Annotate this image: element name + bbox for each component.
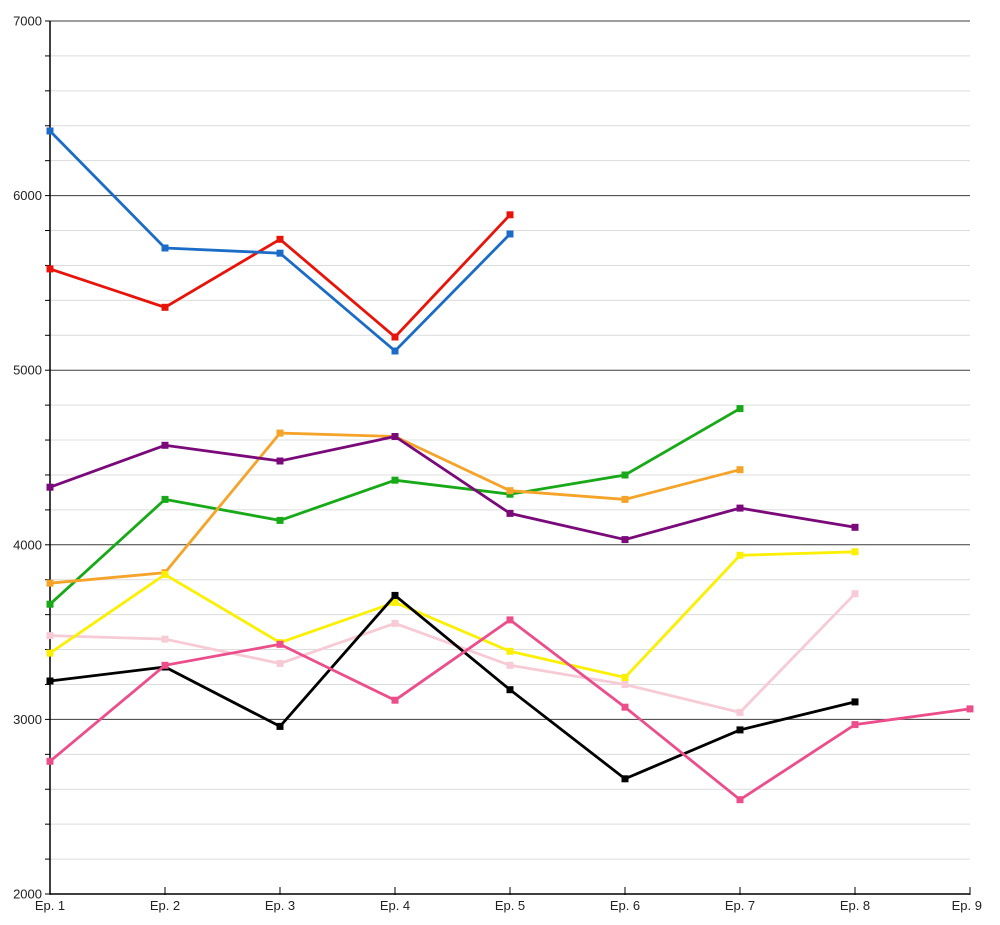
- x-axis-tick-label: Ep. 5: [495, 898, 525, 913]
- light-pink-marker: [736, 708, 744, 716]
- axes: [45, 20, 971, 895]
- purple-marker: [391, 433, 399, 440]
- red-marker: [161, 303, 169, 311]
- pink-marker: [966, 705, 974, 713]
- light-pink-marker: [391, 619, 399, 627]
- black-line: [49, 593, 856, 781]
- red-line: [49, 213, 512, 339]
- yellow-marker: [621, 674, 629, 681]
- minor-gridlines: [50, 55, 970, 860]
- y-axis-tick-label: 3000: [13, 712, 42, 727]
- y-axis-tick-label: 2000: [13, 887, 42, 902]
- black-marker: [506, 686, 514, 694]
- series-black: [46, 591, 859, 783]
- purple-marker: [736, 504, 744, 512]
- orange-marker: [276, 429, 284, 437]
- green-marker: [736, 405, 744, 413]
- black-marker: [851, 698, 859, 706]
- yellow-marker: [851, 548, 859, 556]
- pink-marker: [46, 757, 54, 765]
- light-pink-marker: [276, 660, 284, 667]
- yellow-marker: [736, 551, 744, 559]
- light-pink-line: [49, 592, 857, 714]
- green-marker: [391, 476, 399, 484]
- pink-marker: [391, 696, 399, 704]
- blue-marker: [391, 347, 399, 355]
- light-pink-marker: [851, 590, 859, 598]
- yellow-marker: [46, 649, 54, 657]
- yellow-line: [49, 550, 856, 680]
- red-marker: [506, 211, 514, 219]
- purple-marker: [851, 523, 859, 531]
- blue-marker: [161, 244, 169, 252]
- series-blue: [46, 127, 514, 355]
- light-pink-marker: [506, 661, 514, 669]
- pink-marker: [851, 721, 859, 729]
- pink-marker: [736, 796, 744, 804]
- green-marker: [621, 471, 629, 479]
- red-marker: [276, 235, 284, 243]
- pink-line: [49, 618, 971, 802]
- series-purple: [46, 433, 859, 544]
- x-axis-tick-label: Ep. 6: [610, 898, 640, 913]
- purple-marker: [276, 457, 284, 465]
- x-axis-tick-label: Ep. 1: [35, 898, 65, 913]
- x-axis-labels: Ep. 1 Ep. 2 Ep. 3 Ep. 4 Ep. 5 Ep. 6 Ep. 7 Ep. 8…: [35, 898, 982, 913]
- purple-marker: [506, 509, 514, 517]
- orange-marker: [621, 495, 629, 503]
- black-marker: [46, 677, 54, 685]
- major-gridlines: [50, 20, 970, 895]
- purple-marker: [621, 536, 629, 544]
- y-axis-tick-label: 4000: [13, 537, 42, 552]
- x-axis-tick-label: Ep. 7: [725, 898, 755, 913]
- black-marker: [621, 775, 629, 783]
- x-axis-tick-label: Ep. 8: [840, 898, 870, 913]
- orange-marker: [736, 466, 744, 474]
- purple-marker: [161, 441, 169, 449]
- pink-marker: [506, 616, 514, 624]
- yellow-marker: [161, 571, 169, 578]
- green-marker: [161, 495, 169, 503]
- x-axis-tick-label: Ep. 2: [150, 898, 180, 913]
- black-marker: [391, 591, 399, 599]
- purple-line: [49, 435, 856, 542]
- red-marker: [391, 333, 399, 341]
- x-axis-tick-label: Ep. 9: [952, 898, 982, 913]
- y-axis-tick-label: 7000: [13, 14, 42, 29]
- black-marker: [276, 722, 284, 730]
- pink-marker: [276, 640, 284, 648]
- blue-marker: [46, 127, 54, 135]
- pink-marker: [161, 661, 169, 669]
- black-marker: [736, 726, 744, 734]
- light-pink-marker: [621, 681, 629, 688]
- y-axis-labels: 2000 3000 4000 5000 6000 7000: [13, 14, 42, 902]
- blue-marker: [276, 249, 284, 257]
- x-axis-tick-label: Ep. 4: [380, 898, 410, 913]
- green-marker: [276, 516, 284, 524]
- series-red: [46, 211, 514, 341]
- series-light-pink: [46, 590, 859, 716]
- series-orange: [46, 429, 744, 587]
- purple-marker: [46, 483, 54, 491]
- y-axis-tick-label: 5000: [13, 363, 42, 378]
- blue-marker: [506, 230, 514, 238]
- y-axis-tick-label: 6000: [13, 188, 42, 203]
- red-marker: [46, 265, 54, 273]
- yellow-marker: [391, 598, 399, 606]
- series-pink: [46, 616, 974, 804]
- light-pink-marker: [46, 632, 54, 640]
- light-pink-marker: [161, 635, 169, 643]
- x-axis-tick-label: Ep. 3: [265, 898, 295, 913]
- pink-marker: [621, 703, 629, 711]
- orange-marker: [46, 579, 54, 587]
- orange-marker: [506, 487, 514, 495]
- yellow-marker: [506, 647, 514, 655]
- green-marker: [46, 600, 54, 608]
